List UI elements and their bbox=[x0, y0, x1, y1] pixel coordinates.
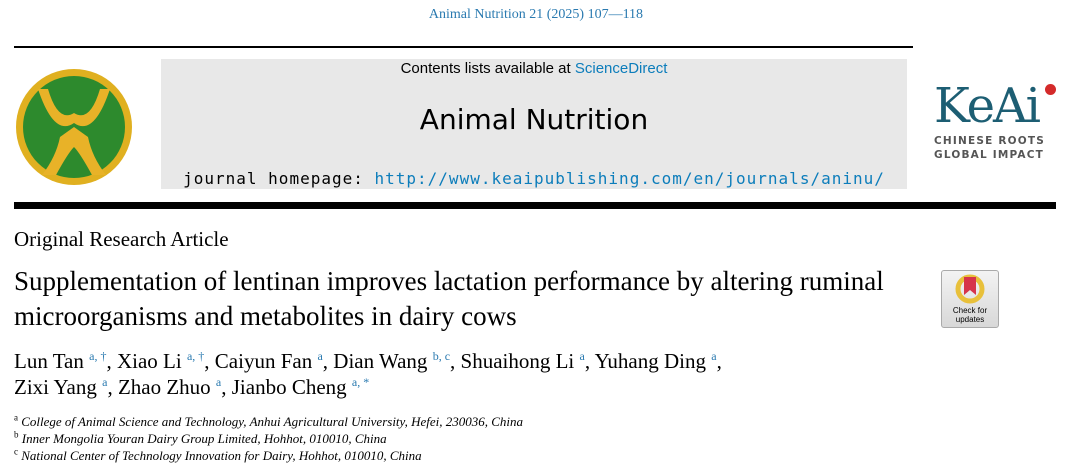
check-label-2: updates bbox=[955, 315, 985, 324]
journal-name: Animal Nutrition bbox=[419, 103, 649, 136]
affiliation-item: a College of Animal Science and Technolo… bbox=[14, 413, 523, 430]
author-affil-ref[interactable]: a bbox=[102, 375, 108, 389]
author[interactable]: Xiao Li a, †, bbox=[117, 349, 215, 373]
affiliation-text: Inner Mongolia Youran Dairy Group Limite… bbox=[21, 431, 387, 446]
affiliation-label: c bbox=[14, 446, 18, 457]
author-separator: , bbox=[107, 375, 118, 399]
author-name: Zhao Zhuo bbox=[117, 375, 211, 399]
author-name: Dian Wang bbox=[333, 349, 428, 373]
check-for-updates-button[interactable]: Check for updates bbox=[941, 270, 999, 328]
header-rule bbox=[14, 46, 913, 48]
author-separator: , bbox=[221, 375, 232, 399]
contents-line: Contents lists available at ScienceDirec… bbox=[161, 60, 907, 78]
author-name: Jianbo Cheng bbox=[231, 375, 347, 399]
sciencedirect-link[interactable]: ScienceDirect bbox=[574, 60, 668, 77]
author-name: Zixi Yang bbox=[14, 375, 97, 399]
keai-wordmark: KeAi bbox=[934, 78, 1041, 134]
contents-prefix: Contents lists available at bbox=[400, 60, 575, 77]
journal-citation[interactable]: Animal Nutrition 21 (2025) 107—118 bbox=[428, 7, 644, 22]
author-separator: , bbox=[716, 349, 722, 373]
publisher-logo: KeAi CHINESE ROOTS GLOBAL IMPACT bbox=[934, 78, 1060, 162]
affiliation-text: National Center of Technology Innovation… bbox=[21, 448, 422, 463]
author-affil-ref[interactable]: a bbox=[711, 349, 717, 363]
homepage-prefix: journal homepage: bbox=[183, 169, 375, 188]
affiliation-text: College of Animal Science and Technology… bbox=[21, 414, 524, 429]
author-separator: , bbox=[106, 349, 117, 373]
check-label-1: Check for bbox=[952, 306, 988, 315]
tagline-1: CHINESE ROOTS bbox=[934, 135, 1046, 147]
author-affil-ref[interactable]: a, † bbox=[186, 349, 205, 363]
author-list: Lun Tan a, †, Xiao Li a, †, Caiyun Fan a… bbox=[14, 348, 914, 400]
banner-rule bbox=[14, 202, 1056, 209]
affiliations: a College of Animal Science and Technolo… bbox=[14, 413, 523, 464]
tagline-2: GLOBAL IMPACT bbox=[934, 149, 1045, 161]
affiliation-label: b bbox=[14, 429, 19, 440]
author-affil-ref[interactable]: a, † bbox=[89, 349, 107, 363]
author-separator: , bbox=[204, 349, 215, 373]
homepage-line: journal homepage: http://www.keaipublish… bbox=[161, 169, 907, 188]
author[interactable]: Lun Tan a, †, bbox=[14, 349, 117, 373]
author[interactable]: Dian Wang b, c, bbox=[333, 349, 460, 373]
author[interactable]: Jianbo Cheng a, * bbox=[232, 375, 369, 399]
article-type: Original Research Article bbox=[14, 227, 229, 251]
author[interactable]: Shuaihong Li a, bbox=[461, 349, 595, 373]
affiliation-item: c National Center of Technology Innovati… bbox=[14, 447, 523, 464]
author-affil-ref[interactable]: a, * bbox=[351, 375, 370, 389]
journal-banner: Contents lists available at ScienceDirec… bbox=[161, 59, 907, 189]
author-affil-ref[interactable]: a bbox=[215, 375, 222, 389]
author[interactable]: Yuhang Ding a, bbox=[595, 349, 722, 373]
author-affil-ref[interactable]: b, c bbox=[432, 349, 451, 363]
author-name: Yuhang Ding bbox=[594, 349, 706, 373]
homepage-link[interactable]: http://www.keaipublishing.com/en/journal… bbox=[374, 169, 885, 188]
author-name: Xiao Li bbox=[116, 349, 182, 373]
author-affil-ref[interactable]: a bbox=[579, 349, 585, 363]
author-name: Caiyun Fan bbox=[214, 349, 313, 373]
author[interactable]: Zixi Yang a, bbox=[14, 375, 118, 399]
author[interactable]: Caiyun Fan a, bbox=[215, 349, 334, 373]
author-separator: , bbox=[322, 349, 334, 373]
affiliation-item: b Inner Mongolia Youran Dairy Group Limi… bbox=[14, 430, 523, 447]
journal-logo bbox=[16, 69, 132, 185]
author-separator: , bbox=[450, 349, 461, 373]
author-separator: , bbox=[584, 349, 595, 373]
red-dot-icon bbox=[1045, 84, 1056, 95]
article-title: Supplementation of lentinan improves lac… bbox=[14, 266, 884, 331]
author-name: Shuaihong Li bbox=[460, 349, 575, 373]
bookmark-icon bbox=[955, 274, 985, 304]
author-affil-ref[interactable]: a bbox=[317, 349, 323, 363]
author[interactable]: Zhao Zhuo a, bbox=[118, 375, 232, 399]
affiliation-label: a bbox=[14, 412, 18, 423]
author-name: Lun Tan bbox=[14, 349, 84, 373]
